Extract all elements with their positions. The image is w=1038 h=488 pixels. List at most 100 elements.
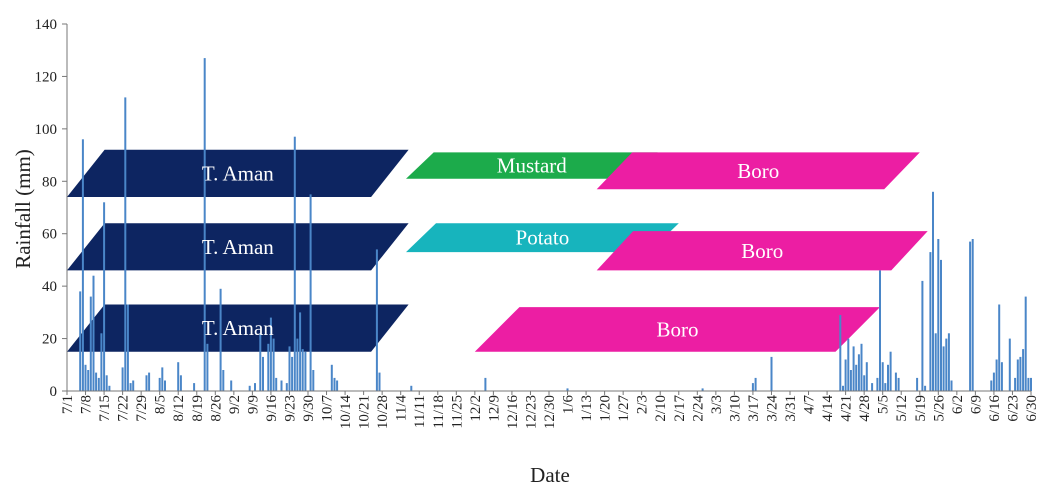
y-tick-label: 140 <box>35 17 58 33</box>
crop-band-label-4: T. Aman <box>202 235 274 259</box>
rainfall-bar <box>1000 362 1003 391</box>
rainfall-bar <box>990 380 993 391</box>
crop-band-label-1: T. Aman <box>202 161 274 185</box>
rainfall-bar <box>863 375 866 391</box>
x-tick-label: 11/25 <box>449 395 465 429</box>
x-tick-label: 4/28 <box>857 395 873 422</box>
x-tick-label: 2/10 <box>653 395 669 422</box>
rainfall-bar <box>89 296 92 391</box>
rainfall-bar <box>179 375 182 391</box>
x-tick-label: 6/9 <box>968 395 984 414</box>
rainfall-bar <box>924 385 927 391</box>
rainfall-bar <box>95 372 98 391</box>
rainfall-bar <box>887 364 889 391</box>
y-tick-label: 100 <box>35 122 58 138</box>
x-tick-label: 9/30 <box>301 395 317 422</box>
crop-band-label-2: Mustard <box>497 154 567 178</box>
rainfall-bar <box>969 241 972 391</box>
rainfall-bar <box>701 388 704 391</box>
rainfall-bar <box>992 372 995 391</box>
x-tick-label: 11/18 <box>431 395 447 429</box>
crop-band-5 <box>406 223 679 253</box>
rainfall-bar <box>1024 296 1027 391</box>
rainfall-bar <box>103 202 106 391</box>
rainfall-bar <box>84 364 87 391</box>
rainfall-bar <box>916 377 919 391</box>
rainfall-bar <box>947 333 950 391</box>
rainfall-bar <box>121 367 124 391</box>
rainfall-bar <box>842 385 844 391</box>
x-tick-label: 12/30 <box>542 395 558 429</box>
rainfall-bar <box>894 372 897 391</box>
crop-band-label-3: Boro <box>737 159 779 183</box>
rainfall-bar <box>267 343 270 391</box>
x-tick-label: 12/23 <box>524 395 540 429</box>
rainfall-bar <box>296 338 299 391</box>
x-tick-label: 3/17 <box>746 395 762 422</box>
rainfall-bar <box>330 364 333 391</box>
rainfall-bar <box>852 346 855 391</box>
x-tick-label: 4/14 <box>820 395 836 422</box>
rainfall-bar <box>272 338 275 391</box>
x-tick-label: 1/6 <box>561 395 577 415</box>
x-tick-label: 12/2 <box>468 395 484 422</box>
x-tick-label: 5/19 <box>913 395 929 422</box>
rainfall-bar <box>839 315 842 391</box>
rainfall-bar <box>132 380 135 391</box>
rainfall-bar <box>259 333 262 391</box>
rainfall-bar <box>937 239 940 391</box>
x-tick-label: 9/9 <box>245 395 261 414</box>
rainfall-bar <box>312 370 315 391</box>
rainfall-bar <box>950 380 953 391</box>
x-tick-label: 7/1 <box>60 395 76 414</box>
x-tick-label: 3/24 <box>765 395 781 422</box>
x-tick-label: 3/10 <box>727 395 743 422</box>
rainfall-bar <box>971 239 974 391</box>
x-tick-label: 12/16 <box>505 395 521 430</box>
x-axis-ticks: 7/1 7/8 7/15 7/22 7/29 8/5 8/12 8/19 8/26 9/2 9/9 9… <box>60 391 1038 429</box>
y-tick-label: 80 <box>42 174 57 190</box>
x-tick-label: 4/21 <box>839 395 855 422</box>
crop-band-2 <box>406 152 658 179</box>
x-tick-label: 8/5 <box>153 395 169 414</box>
rainfall-bar <box>285 383 288 391</box>
x-tick-label: 5/12 <box>894 395 910 422</box>
x-tick-label: 2/24 <box>690 395 706 422</box>
rainfall-bar <box>129 383 132 391</box>
x-tick-label: 10/14 <box>338 395 354 430</box>
rainfall-bar <box>148 372 151 391</box>
x-tick-label: 7/15 <box>97 395 113 422</box>
x-tick-label: 9/2 <box>227 395 243 414</box>
x-tick-label: 3/3 <box>709 395 725 414</box>
x-tick-label: 3/31 <box>783 395 799 422</box>
x-tick-label: 5/26 <box>931 395 947 422</box>
x-tick-label: 11/4 <box>394 395 410 422</box>
rainfall-bar <box>203 58 206 391</box>
rainfall-bar <box>79 291 82 391</box>
crop-band-label-7: T. Aman <box>202 316 274 340</box>
crop-band-label-5: Potato <box>516 226 570 250</box>
rainfall-bar <box>254 383 256 391</box>
crop-season-bands <box>67 149 928 352</box>
rainfall-bar <box>87 370 90 391</box>
rainfall-bar <box>333 377 336 391</box>
rainfall-bar <box>1016 359 1019 391</box>
rainfall-bar <box>940 259 942 391</box>
x-tick-label: 4/7 <box>802 395 818 415</box>
rainfall-bar <box>754 377 757 391</box>
crop-band-1 <box>67 149 409 197</box>
x-tick-label: 7/22 <box>116 395 132 422</box>
rainfall-bar <box>921 280 924 391</box>
rainfall-bar <box>1008 338 1011 391</box>
rainfall-bar <box>1027 377 1030 391</box>
x-tick-label: 2/3 <box>635 395 651 414</box>
rainfall-bar <box>164 380 166 391</box>
x-tick-label: 9/23 <box>283 395 299 422</box>
rainfall-bar <box>945 338 948 391</box>
crop-band-label-6: Boro <box>741 239 783 263</box>
rainfall-bar <box>844 359 847 391</box>
y-tick-label: 120 <box>35 69 58 85</box>
x-tick-label: 8/12 <box>171 395 187 422</box>
crop-band-7 <box>67 304 409 352</box>
rainfall-bar <box>97 377 100 391</box>
